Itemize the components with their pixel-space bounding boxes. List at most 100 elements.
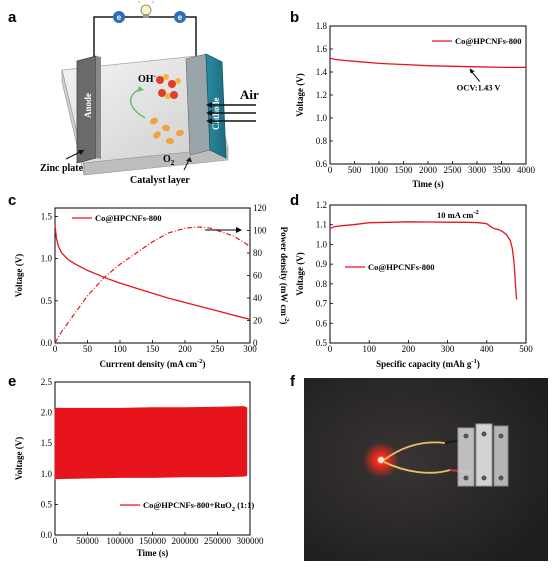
x-tick-label: 3500: [493, 165, 512, 175]
x-tick-label: 300: [441, 344, 455, 354]
panel-label-f: f: [290, 373, 296, 390]
x-tick-label: 250: [211, 344, 225, 354]
series-band-cycling: [54, 406, 248, 481]
x-axis-label: Specific capacity (mAh g-1): [376, 358, 480, 369]
annotation-current-density: 10 mA cm-2: [437, 209, 479, 220]
y-tick-label: 1.6: [316, 44, 328, 54]
y-tick-label: 2.5: [41, 377, 53, 387]
wire-yellow: [383, 441, 446, 461]
svg-text:e: e: [117, 13, 122, 22]
svg-text:e: e: [178, 13, 183, 22]
x-tick-label: 0: [53, 344, 58, 354]
anode-label: Anode: [83, 93, 93, 118]
y-axis-label: Voltage (V): [14, 254, 24, 297]
x-tick-label: 1000: [370, 165, 389, 175]
x-tick-label: 300000: [237, 536, 265, 546]
panel-label-a: a: [8, 9, 17, 26]
cathode-plate: Cathode: [185, 53, 227, 159]
air-inflow-arrows: [206, 102, 256, 124]
y-axis-label: Voltage (V): [295, 73, 305, 116]
battery-cells: [457, 423, 509, 487]
x-tick-label: 250000: [204, 536, 232, 546]
y-tick-label: 0.9: [316, 259, 328, 269]
chart-cycling: 0 50000 100000 150000 200000 250000 300000 0.0 0…: [14, 377, 264, 558]
y-tick-label: 0.0: [41, 338, 53, 348]
x-tick-label: 50000: [76, 536, 99, 546]
x-tick-label: 1500: [395, 165, 414, 175]
x-tick-label: 200: [178, 344, 192, 354]
panel-label-b: b: [290, 9, 299, 26]
y2-tick-label: 100: [253, 226, 267, 236]
x-tick-label: 2000: [419, 165, 438, 175]
y-tick-label: 0.5: [41, 296, 53, 306]
y-axis-label: Voltage (V): [14, 437, 24, 480]
x-tick-label: 400: [480, 344, 494, 354]
y-tick-label: 1.5: [41, 438, 53, 448]
x-tick-label: 0: [328, 344, 333, 354]
oh-molecules-icon: [156, 74, 181, 99]
y-tick-label: 0.0: [41, 530, 53, 540]
x-tick-label: 2500: [444, 165, 463, 175]
x-tick-label: 200000: [172, 536, 200, 546]
x-tick-label: 300: [243, 344, 257, 354]
y-tick-label: 1.5: [41, 211, 53, 221]
electron-icon: e: [113, 11, 125, 23]
annotation-arrowhead: [469, 68, 475, 74]
y2-tick-label: 0: [253, 338, 258, 348]
x-tick-label: 200: [402, 344, 416, 354]
legend-label: Co@HPCNFs-800: [455, 36, 521, 46]
y-tick-label: 1.2: [316, 200, 327, 210]
x-tick-label: 3000: [468, 165, 487, 175]
electron-icon: e: [174, 11, 186, 23]
annotation-ocv: OCV:1.43 V: [457, 82, 502, 92]
y-tick-label: 1.8: [316, 21, 328, 31]
external-circuit-wire: [93, 16, 197, 62]
x-tick-label: 150: [146, 344, 160, 354]
zinc-air-battery-schematic: a e e Anode: [8, 0, 259, 186]
y-tick-label: 0.7: [316, 299, 328, 309]
oh-label: OH-: [138, 72, 157, 85]
y2-axis-label: Power density (mW cm-2): [279, 227, 290, 325]
y-tick-label: 1.0: [316, 239, 328, 249]
plot-frame: [329, 204, 527, 344]
y-tick-label: 2.0: [41, 408, 53, 418]
series-line-ocv: [329, 57, 526, 69]
led-demo-photo: [304, 378, 548, 561]
x-tick-label: 100000: [107, 536, 135, 546]
reaction-arrow: [130, 88, 146, 119]
y-tick-label: 1.0: [41, 254, 53, 264]
axis-arrowhead: [236, 227, 242, 233]
y2-tick-label: 40: [253, 293, 263, 303]
y-tick-label: 1.0: [316, 113, 328, 123]
photo-background: [304, 378, 548, 561]
panel-label-e: e: [8, 373, 16, 390]
legend-label: Co@HPCNFs-800: [368, 262, 434, 272]
y2-tick-label: 80: [253, 248, 263, 258]
y-tick-label: 0.5: [41, 499, 53, 509]
plot-frame: [329, 25, 527, 165]
x-tick-label: 500: [348, 165, 362, 175]
legend-label: Co@HPCNFs-800+RuO2 (1:1): [143, 500, 254, 513]
x-tick-label: 0: [53, 536, 58, 546]
plot-frame: [54, 207, 251, 344]
y-tick-label: 1.1: [316, 220, 327, 230]
x-axis-label: Time (s): [412, 179, 444, 189]
y-tick-label: 1.4: [316, 67, 328, 77]
o2-molecules-icon: [150, 117, 184, 145]
legend-label: Co@HPCNFs-800: [95, 213, 161, 223]
light-bulb-icon: [137, 0, 155, 18]
o2-label: O2: [163, 154, 175, 167]
chart-polarization: 0 50 100 150 200 250 300 0.0 0.5 1.0 1.5 0 20 40 60 80 1…: [14, 203, 290, 369]
x-tick-label: 100: [113, 344, 127, 354]
y-tick-label: 1.0: [41, 469, 53, 479]
y-tick-label: 0.5: [316, 338, 328, 348]
y2-tick-label: 60: [253, 271, 263, 281]
y-tick-label: 0.6: [316, 318, 328, 328]
y-tick-label: 1.2: [316, 90, 327, 100]
panel-label-d: d: [290, 192, 299, 209]
y-axis-label: Voltage (V): [295, 252, 305, 295]
x-tick-label: 150000: [139, 536, 167, 546]
y-tick-label: 0.6: [316, 159, 328, 169]
y2-tick-label: 120: [253, 203, 267, 213]
